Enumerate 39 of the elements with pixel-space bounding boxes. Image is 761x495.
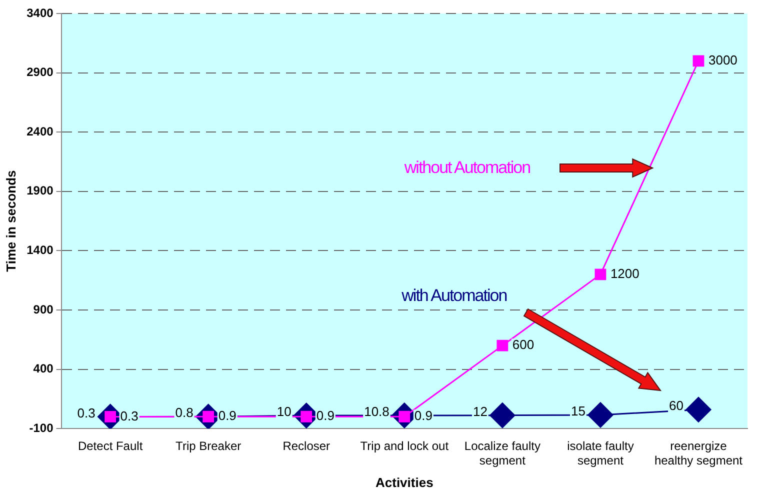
point xyxy=(594,268,606,280)
point xyxy=(490,402,516,428)
x-tick-label: reenergize healthy segment xyxy=(654,439,744,468)
data-label: 0.9 xyxy=(218,408,236,424)
y-axis-title: Time in seconds xyxy=(3,170,18,272)
text: without Automation xyxy=(404,158,530,178)
y-tick-label: 3400 xyxy=(26,6,54,20)
data-label: 10.8 xyxy=(364,404,390,420)
data-label: 0.3 xyxy=(77,405,96,420)
text: with Automation xyxy=(402,286,507,306)
data-label: 0.9 xyxy=(316,408,334,424)
y-tick-label: 400 xyxy=(33,362,54,376)
data-label: 600 xyxy=(512,337,534,352)
y-tick-label: 2900 xyxy=(26,65,54,80)
x-tick-label: Trip and lock out xyxy=(360,439,450,454)
y-tick-label: -100 xyxy=(29,420,54,435)
data-label: 3000 xyxy=(708,52,738,68)
data-label: 15 xyxy=(570,404,586,419)
y-tick-label: 2400 xyxy=(26,124,54,138)
x-tick-label: Localize faulty segment xyxy=(464,439,540,468)
data-label: 10 xyxy=(276,404,292,420)
point xyxy=(692,55,704,67)
data-label: 60 xyxy=(669,398,684,414)
x-tick-label: isolate faulty segment xyxy=(567,439,634,468)
y-tick-label: 1400 xyxy=(26,243,54,258)
x-tick-label: Recloser xyxy=(282,439,330,454)
x-tick-label: Detect Fault xyxy=(78,439,144,454)
data-label: 0.3 xyxy=(120,408,138,424)
x-tick-label: Trip Breaker xyxy=(176,439,242,454)
x-axis-title: Activities xyxy=(375,474,434,490)
data-label: 0.8 xyxy=(175,405,194,420)
point xyxy=(496,340,508,352)
y-tick-label: 900 xyxy=(33,302,54,316)
point xyxy=(588,402,614,428)
point xyxy=(686,396,712,422)
data-label: 12 xyxy=(472,404,488,419)
data-label: 0.9 xyxy=(414,408,432,424)
y-tick-label: 1900 xyxy=(26,184,54,198)
data-label: 1200 xyxy=(610,266,640,281)
